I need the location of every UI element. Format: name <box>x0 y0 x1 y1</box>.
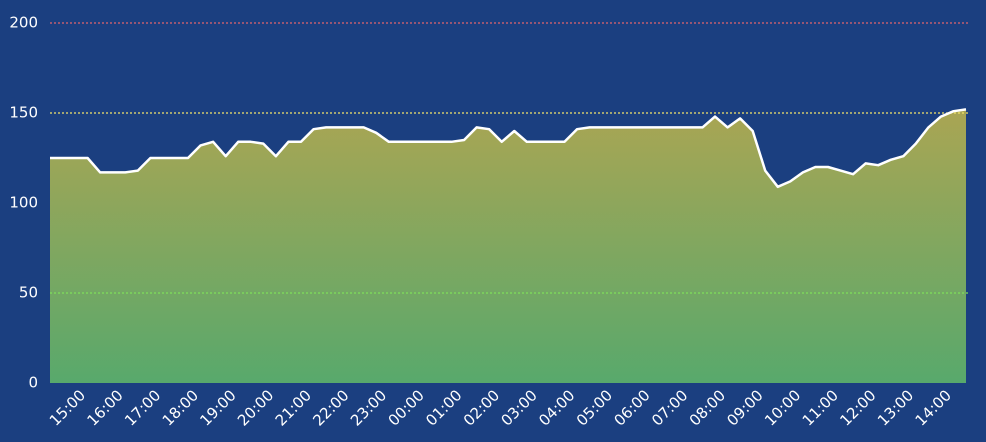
y-tick-label: 150 <box>9 104 38 122</box>
y-tick-label: 100 <box>9 194 38 212</box>
area <box>50 109 966 384</box>
y-tick-label: 0 <box>28 374 38 392</box>
y-tick-label: 200 <box>9 14 38 32</box>
line <box>50 108 967 189</box>
y-tick-label: 50 <box>19 284 38 302</box>
